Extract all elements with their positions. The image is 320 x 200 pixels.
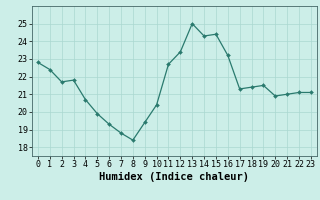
X-axis label: Humidex (Indice chaleur): Humidex (Indice chaleur) xyxy=(100,172,249,182)
